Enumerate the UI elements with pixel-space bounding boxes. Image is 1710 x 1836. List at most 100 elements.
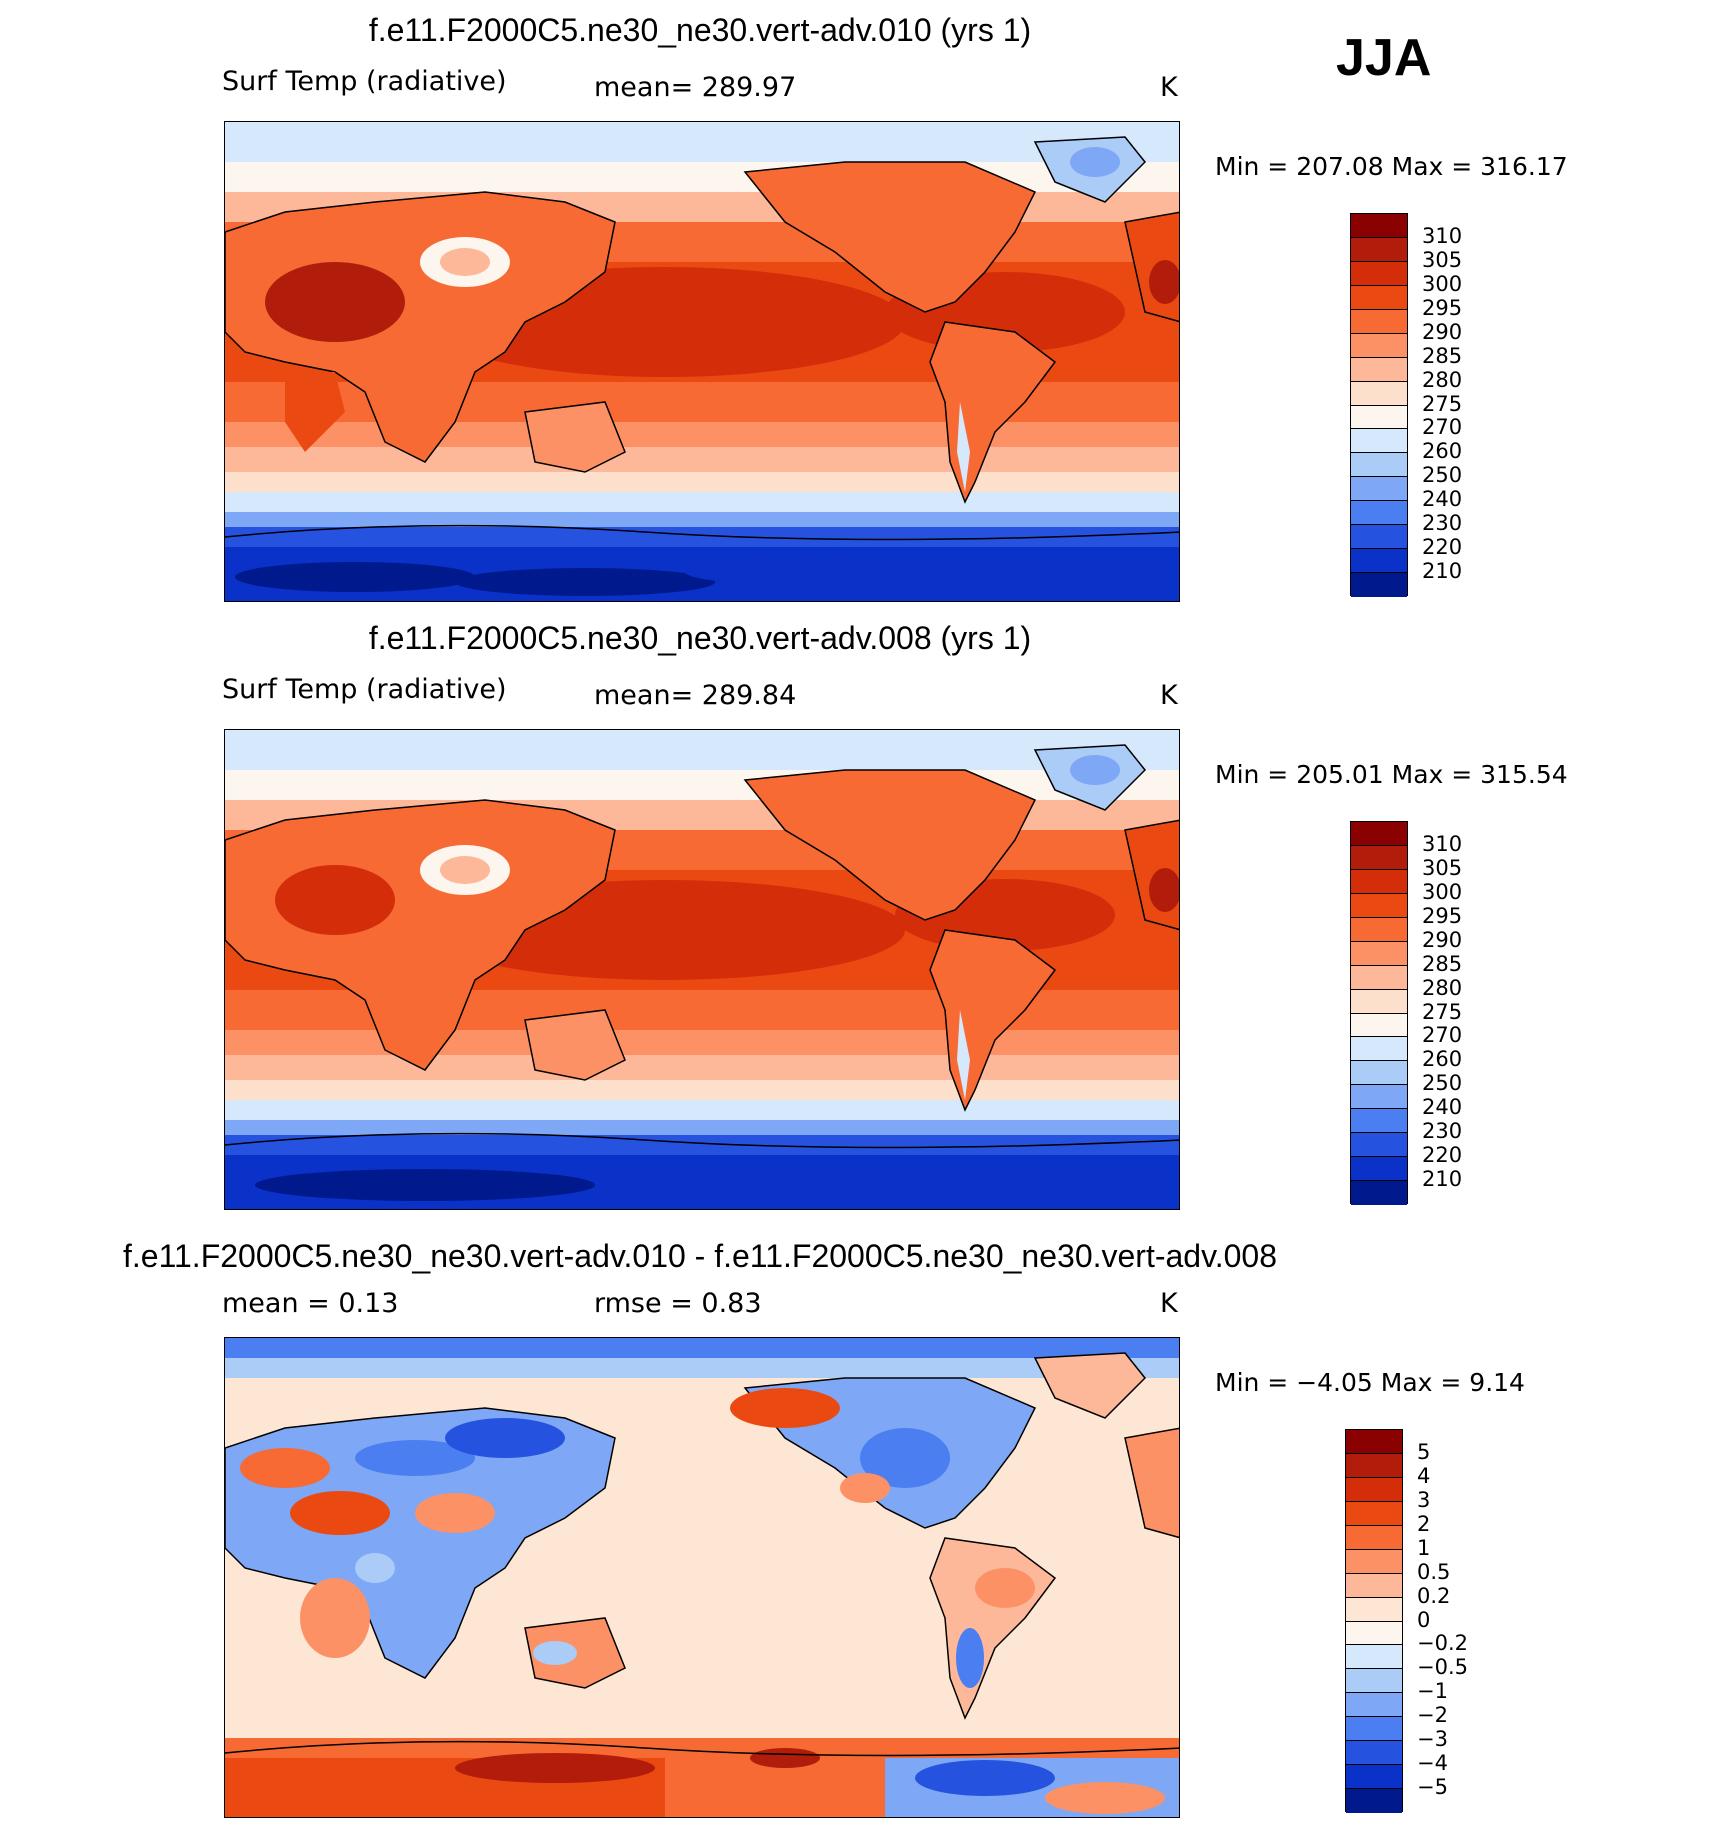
panel-1-variable-label: Surf Temp (radiative)	[222, 66, 507, 97]
colorbar-swatch	[1346, 1453, 1402, 1478]
panel-3-map	[224, 1337, 1180, 1818]
colorbar-tick-label: 250	[1422, 463, 1463, 488]
colorbar-swatch	[1346, 1430, 1402, 1454]
colorbar-swatch	[1346, 1765, 1402, 1790]
colorbar-swatch	[1351, 214, 1407, 238]
colorbar-swatch	[1351, 917, 1407, 942]
panel-2-mean-label: mean= 289.84	[594, 680, 797, 711]
panel-3-mean-label: mean = 0.13	[222, 1288, 399, 1319]
colorbar-tick-label: 310	[1422, 223, 1463, 248]
panel-1-minmax: Min = 207.08 Max = 316.17	[1215, 152, 1568, 181]
colorbar-swatch	[1346, 1645, 1402, 1670]
panel-3-map-graphic	[225, 1338, 1179, 1817]
colorbar-tick-label: 250	[1422, 1071, 1463, 1096]
colorbar-swatch	[1351, 941, 1407, 966]
colorbar-swatch	[1351, 1109, 1407, 1134]
panel-2-units: K	[1160, 680, 1178, 711]
panel-1-mean-label: mean= 289.97	[594, 72, 797, 103]
colorbar-swatch	[1346, 1549, 1402, 1574]
colorbar-swatch	[1351, 1037, 1407, 1062]
panel-2-variable-label: Surf Temp (radiative)	[222, 674, 507, 705]
colorbar-tick-label: 210	[1422, 559, 1463, 584]
colorbar-tick-label: 270	[1422, 1023, 1463, 1048]
colorbar-tick-label: 210	[1422, 1167, 1463, 1192]
colorbar-tick-label: −3	[1417, 1727, 1448, 1752]
colorbar-tick-label: 280	[1422, 367, 1463, 392]
colorbar-tick-label: 285	[1422, 951, 1463, 976]
colorbar-tick-label: 270	[1422, 415, 1463, 440]
colorbar-tick-label: 285	[1422, 343, 1463, 368]
colorbar-tick-label: 240	[1422, 487, 1463, 512]
panel-3-colorbar: 5 4 3 2 1 0.5 0.2 0 −0.2 −0.5 −1 −2 −3 −4 −5	[1345, 1429, 1485, 1813]
colorbar-swatch	[1351, 261, 1407, 286]
colorbar-swatch	[1351, 381, 1407, 406]
colorbar-tick-label: 280	[1422, 975, 1463, 1000]
colorbar-swatch	[1346, 1501, 1402, 1526]
colorbar-tick-label: 275	[1422, 391, 1463, 416]
colorbar-tick-label: 260	[1422, 1047, 1463, 1072]
colorbar-tick-label: 3	[1417, 1487, 1431, 1512]
colorbar-swatch	[1351, 893, 1407, 918]
colorbar-tick-label: 220	[1422, 535, 1463, 560]
panel-1-colorbar: 310 305 300 295 290 285 280 275 270 260 250 240 230 2…	[1350, 213, 1490, 597]
colorbar-swatch	[1346, 1741, 1402, 1766]
panel-3-colorbar-swatches	[1345, 1429, 1403, 1813]
colorbar-tick-label: 295	[1422, 295, 1463, 320]
colorbar-swatch	[1351, 453, 1407, 478]
colorbar-swatch	[1346, 1621, 1402, 1646]
colorbar-tick-label: 300	[1422, 271, 1463, 296]
colorbar-swatch	[1351, 573, 1407, 597]
colorbar-tick-label: 300	[1422, 879, 1463, 904]
colorbar-tick-label: −0.2	[1417, 1631, 1468, 1656]
colorbar-swatch	[1346, 1717, 1402, 1742]
colorbar-swatch	[1351, 1085, 1407, 1110]
panel-1-map-graphic	[225, 122, 1179, 601]
colorbar-swatch	[1351, 845, 1407, 870]
colorbar-swatch	[1351, 965, 1407, 990]
panel-1-map	[224, 121, 1180, 602]
colorbar-swatch	[1346, 1477, 1402, 1502]
colorbar-swatch	[1346, 1573, 1402, 1598]
colorbar-swatch	[1351, 869, 1407, 894]
colorbar-swatch	[1351, 1157, 1407, 1182]
colorbar-swatch	[1351, 549, 1407, 574]
colorbar-tick-label: −1	[1417, 1679, 1448, 1704]
colorbar-tick-label: 0.5	[1417, 1559, 1451, 1584]
panel-2-map	[224, 729, 1180, 1210]
colorbar-tick-label: 295	[1422, 903, 1463, 928]
panel-3-minmax: Min = −4.05 Max = 9.14	[1215, 1368, 1525, 1397]
colorbar-tick-label: −5	[1417, 1775, 1448, 1800]
colorbar-tick-label: 290	[1422, 927, 1463, 952]
colorbar-tick-label: 1	[1417, 1535, 1431, 1560]
colorbar-swatch	[1351, 309, 1407, 334]
colorbar-tick-label: 0	[1417, 1607, 1431, 1632]
panel-2-colorbar: 310 305 300 295 290 285 280 275 270 260 250 240 230 2…	[1350, 821, 1490, 1205]
colorbar-tick-label: 290	[1422, 319, 1463, 344]
colorbar-tick-label: 240	[1422, 1095, 1463, 1120]
colorbar-swatch	[1351, 1013, 1407, 1038]
colorbar-swatch	[1351, 429, 1407, 454]
colorbar-tick-label: 310	[1422, 831, 1463, 856]
colorbar-tick-label: 305	[1422, 855, 1463, 880]
season-label: JJA	[1336, 29, 1432, 87]
colorbar-swatch	[1351, 501, 1407, 526]
colorbar-swatch	[1346, 1597, 1402, 1622]
colorbar-swatch	[1346, 1525, 1402, 1550]
colorbar-swatch	[1351, 237, 1407, 262]
colorbar-swatch	[1351, 333, 1407, 358]
panel-3-title: f.e11.F2000C5.ne30_ne30.vert-adv.010 - f…	[123, 1238, 1277, 1274]
colorbar-swatch	[1351, 1133, 1407, 1158]
colorbar-tick-label: 230	[1422, 1119, 1463, 1144]
colorbar-tick-label: 220	[1422, 1143, 1463, 1168]
colorbar-swatch	[1351, 405, 1407, 430]
colorbar-tick-label: 275	[1422, 999, 1463, 1024]
colorbar-tick-label: −4	[1417, 1751, 1448, 1776]
colorbar-swatch	[1351, 1061, 1407, 1086]
colorbar-swatch	[1351, 1181, 1407, 1205]
colorbar-swatch	[1351, 357, 1407, 382]
colorbar-swatch	[1351, 285, 1407, 310]
colorbar-swatch	[1351, 477, 1407, 502]
colorbar-tick-label: 2	[1417, 1511, 1431, 1536]
colorbar-tick-label: −0.5	[1417, 1655, 1468, 1680]
panel-2-minmax: Min = 205.01 Max = 315.54	[1215, 760, 1568, 789]
